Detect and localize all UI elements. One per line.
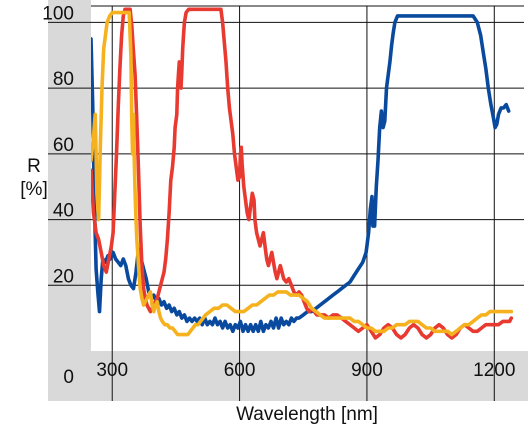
y-tick-labels: 0 20 40 60 80 100 xyxy=(42,3,74,388)
x-tick-label-300: 300 xyxy=(96,360,128,381)
y-tick-label-80: 80 xyxy=(53,69,74,90)
y-tick-label-40: 40 xyxy=(53,201,74,222)
gridlines xyxy=(48,5,524,401)
y-tick-label-20: 20 xyxy=(53,266,74,287)
x-tick-label-900: 900 xyxy=(351,360,383,381)
series-line-2 xyxy=(91,7,514,340)
y-axis-label: R xyxy=(27,156,41,177)
plot-area xyxy=(91,7,514,340)
y-axis-unit: [%] xyxy=(20,179,47,200)
x-axis-band-rect xyxy=(48,351,528,401)
series-line-3 xyxy=(91,10,514,337)
x-axis-label: Wavelength [nm] xyxy=(236,404,378,425)
y-tick-label-60: 60 xyxy=(53,135,74,156)
y-tick-label-0: 0 xyxy=(63,367,74,388)
x-tick-labels: 300 600 900 1200 xyxy=(96,360,515,381)
y-axis-band xyxy=(48,0,91,401)
y-axis-band-rect xyxy=(48,0,91,401)
x-tick-label-600: 600 xyxy=(224,360,256,381)
x-tick-label-1200: 1200 xyxy=(473,360,515,381)
x-axis-band xyxy=(48,351,528,401)
y-tick-label-100: 100 xyxy=(42,3,74,24)
